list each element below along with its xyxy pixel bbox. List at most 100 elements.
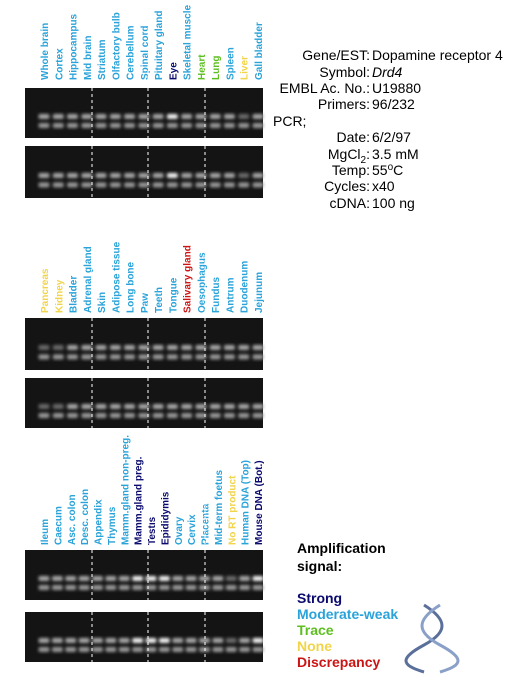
lane-label: Oesophagus — [197, 252, 208, 313]
gel-band — [124, 413, 136, 418]
lane-label: Jejunum — [254, 272, 265, 313]
info-label: Date: — [337, 129, 370, 145]
gel-band — [78, 647, 90, 652]
gel-band — [109, 173, 121, 179]
gel-band — [65, 585, 77, 590]
gel-band — [238, 354, 250, 360]
gel-band — [209, 114, 221, 119]
gel-band — [212, 576, 224, 581]
lane-label: Heart — [197, 54, 208, 80]
gel-band — [95, 114, 107, 119]
gel-band — [223, 413, 235, 418]
gel-band — [238, 182, 250, 188]
gel-band — [52, 413, 64, 418]
gel-band — [67, 404, 79, 409]
gel-band — [252, 585, 264, 590]
gel-band — [52, 345, 64, 351]
gel-band — [223, 404, 235, 409]
gel-band — [181, 114, 193, 119]
gel-band — [92, 647, 103, 652]
gel-band — [67, 413, 79, 418]
gel — [25, 88, 264, 138]
info-value: 100 ng — [372, 195, 415, 211]
info-label: Symbol: — [319, 64, 370, 80]
lane-label: Lung — [211, 56, 222, 80]
gel-band — [252, 647, 264, 652]
gel-band — [38, 354, 50, 360]
gel-band — [92, 638, 103, 643]
gel-band — [252, 123, 264, 128]
info-value: 6/2/97 — [372, 129, 411, 145]
gel-band — [92, 585, 103, 590]
gel-band — [181, 413, 193, 418]
gel-band — [195, 404, 207, 409]
gel-band — [105, 585, 117, 590]
gel-band — [118, 585, 130, 590]
gel-band — [132, 638, 144, 643]
gel-band — [145, 585, 157, 590]
lane-label: Human DNA (Top) — [241, 460, 252, 545]
gel-band — [105, 647, 117, 652]
info-label: Cycles: — [324, 178, 370, 194]
gel-band — [95, 173, 107, 179]
info-label: Gene/EST: — [302, 47, 370, 63]
gel-band — [38, 638, 50, 643]
gel-band — [238, 123, 250, 128]
gel-band — [252, 638, 264, 643]
gel-band — [124, 182, 136, 188]
gel-band — [199, 638, 210, 643]
gel-band — [138, 354, 150, 360]
gel-band — [225, 647, 237, 652]
gel-band — [166, 354, 178, 360]
lane-label: Gall bladder — [254, 22, 265, 80]
lane-label: Striatum — [97, 39, 108, 80]
gel-band — [195, 354, 207, 360]
gel-band — [138, 345, 150, 351]
gel-band — [152, 182, 164, 188]
gel-band — [252, 182, 264, 188]
info-label: Temp: — [332, 162, 370, 178]
gel-background — [25, 612, 263, 662]
gel-band — [109, 404, 121, 409]
gel-band — [95, 182, 107, 188]
gel-band — [52, 182, 64, 188]
gel-band — [95, 354, 107, 360]
gel-band — [223, 173, 235, 179]
gel-band — [152, 413, 164, 418]
gel-band — [38, 647, 50, 652]
gel-band — [38, 182, 50, 188]
gel-band — [152, 173, 164, 179]
gel-band — [212, 638, 224, 643]
lane-label: Adrenal gland — [83, 246, 94, 313]
gel-band — [238, 345, 250, 351]
gel-band — [166, 404, 178, 409]
gel-band — [52, 173, 64, 179]
info-value: x40 — [372, 178, 395, 194]
gel-band — [209, 173, 221, 179]
gel-band — [65, 576, 77, 581]
gel-band — [185, 576, 197, 581]
lane-label: Antrum — [225, 277, 236, 313]
gel-band — [67, 123, 79, 128]
info-value: Drd4 — [372, 64, 403, 80]
gel-band — [138, 114, 150, 119]
gel-band — [118, 638, 130, 643]
gel-band — [172, 585, 184, 590]
lane-label: Skin — [97, 292, 108, 313]
lane-label: Mamm.gland preg. — [134, 456, 145, 545]
gel-band — [109, 182, 121, 188]
gel-band — [209, 345, 221, 351]
lane-label: Liver — [240, 56, 251, 80]
legend-item: Discrepancy — [297, 654, 380, 670]
gel-band — [95, 413, 107, 418]
gel-band — [95, 404, 107, 409]
gel-band — [252, 173, 264, 179]
gel-band — [239, 576, 251, 581]
lane-label: Long bone — [126, 261, 137, 313]
lane-label: Asc. colon — [67, 494, 78, 545]
gel-band — [166, 173, 178, 179]
legend-title: signal: — [297, 558, 342, 574]
gel-band — [238, 404, 250, 409]
lane-label: No RT product — [227, 475, 238, 545]
lane-label: Pituitary gland — [154, 11, 165, 80]
